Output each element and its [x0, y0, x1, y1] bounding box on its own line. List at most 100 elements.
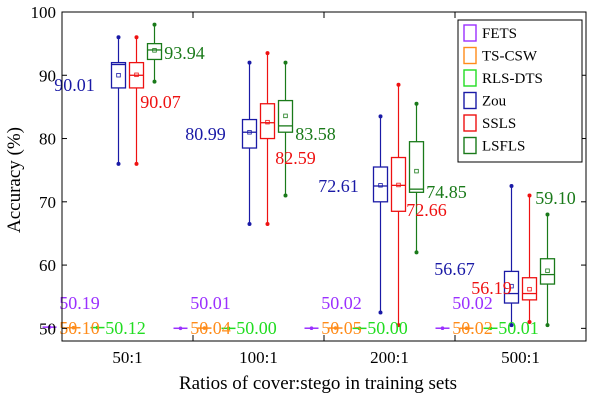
- y-tick-label: 70: [39, 193, 56, 212]
- min-point: [134, 161, 139, 166]
- max-point: [378, 114, 383, 119]
- box-lsfls: [408, 101, 425, 255]
- box-body: [408, 141, 425, 193]
- box-body: [146, 42, 163, 61]
- min-point: [414, 250, 419, 255]
- min-point: [378, 310, 383, 315]
- box-ssls: [521, 193, 538, 325]
- data-label: 72.66: [406, 200, 447, 220]
- max-point: [509, 183, 514, 188]
- y-tick-label: 50: [39, 319, 56, 338]
- box-ts-csw: [197, 326, 212, 330]
- y-axis-label: Accuracy (%): [4, 127, 25, 233]
- data-label: 50.02: [452, 318, 493, 338]
- legend-item-lsfls: LSFLS: [463, 136, 525, 155]
- box-body: [110, 61, 127, 89]
- y-tick-label: 60: [39, 256, 56, 275]
- chart-marks: 90.01 90.07 93.94 80.99 82.59 83.58 72.61 72.66…: [42, 22, 576, 338]
- box-body: [372, 166, 389, 203]
- legend-swatch: [463, 114, 477, 132]
- min-point: [527, 320, 532, 325]
- axes: 50 60 70 80 90 100 50:1 100:1 200:1 500:1: [31, 3, 587, 367]
- data-label: 90.07: [140, 92, 181, 112]
- mean-point: [357, 326, 362, 331]
- data-label: 50.01: [498, 318, 539, 338]
- data-label: 93.94: [164, 43, 205, 63]
- x-axis-label: Ratios of cover:stego in training sets: [179, 373, 457, 394]
- box-zou: [372, 114, 389, 315]
- min-point: [509, 323, 514, 328]
- legend: FETS TS-CSW RLS-DTS Zou SSLS LSFLS: [457, 19, 583, 163]
- data-label: 50.00: [367, 318, 408, 338]
- mean-marker: [134, 72, 139, 78]
- max-point: [414, 101, 419, 106]
- mean-point: [464, 326, 469, 331]
- box-lsfls: [277, 60, 294, 198]
- legend-box: [457, 19, 583, 163]
- legend-label: TS-CSW: [482, 49, 538, 65]
- max-point: [134, 35, 139, 40]
- legend-label: FETS: [482, 26, 517, 42]
- box-ts-csw: [328, 326, 343, 330]
- max-point: [527, 193, 532, 198]
- data-label: 50.19: [59, 293, 100, 313]
- min-point: [116, 161, 121, 166]
- x-tick-label: 200:1: [370, 348, 409, 367]
- box-body: [390, 156, 407, 212]
- mean-point: [226, 326, 231, 331]
- box-body: [503, 270, 520, 304]
- min-point: [545, 323, 550, 328]
- box-ts-csw: [459, 326, 474, 331]
- mean-point: [47, 325, 52, 329]
- min-point: [283, 193, 288, 198]
- y-tick-label: 90: [39, 66, 56, 85]
- box-ts-csw: [66, 325, 81, 330]
- min-point: [265, 221, 270, 226]
- box-rls-dts: [221, 326, 236, 331]
- max-point: [116, 35, 121, 40]
- data-label: 83.58: [295, 124, 336, 144]
- max-point: [247, 60, 252, 65]
- legend-item-ts-csw: TS-CSW: [463, 46, 538, 65]
- box-fets: [42, 325, 57, 329]
- mean-marker: [265, 119, 270, 125]
- max-point: [545, 212, 550, 217]
- box-rls-dts: [483, 326, 498, 331]
- box-fets: [304, 326, 319, 331]
- mean-marker: [247, 130, 252, 135]
- box-fets: [435, 326, 450, 331]
- box-ssls: [390, 82, 407, 328]
- mean-marker: [396, 182, 401, 188]
- box-zou: [110, 35, 127, 166]
- box-rls-dts: [90, 325, 105, 330]
- box-zou: [503, 183, 520, 328]
- mean-point: [202, 326, 207, 330]
- box-rls-dts: [352, 326, 367, 331]
- data-label: 82.59: [275, 148, 316, 168]
- data-label: 50.01: [190, 293, 231, 313]
- data-label: 80.99: [185, 124, 226, 144]
- box-body: [277, 99, 294, 133]
- box-ssls: [128, 35, 145, 166]
- min-point: [247, 221, 252, 226]
- mean-marker: [414, 168, 419, 174]
- box-lsfls: [146, 22, 163, 84]
- legend-swatch: [463, 136, 477, 155]
- mean-marker: [283, 113, 288, 119]
- box-body: [259, 103, 276, 140]
- data-label: 50.04: [190, 318, 231, 338]
- box-body: [521, 277, 538, 301]
- data-label: 72.61: [318, 176, 359, 196]
- legend-swatch: [463, 46, 477, 65]
- legend-label: SSLS: [482, 116, 516, 132]
- data-label: 50.05: [321, 318, 362, 338]
- x-tick-label: 50:1: [112, 348, 142, 367]
- max-point: [152, 22, 157, 27]
- data-label: 59.10: [535, 188, 576, 208]
- legend-item-rls-dts: RLS-DTS: [463, 69, 543, 87]
- legend-swatch: [463, 69, 477, 87]
- x-tick-label: 500:1: [501, 348, 540, 367]
- max-point: [265, 51, 270, 56]
- mean-marker: [116, 73, 121, 78]
